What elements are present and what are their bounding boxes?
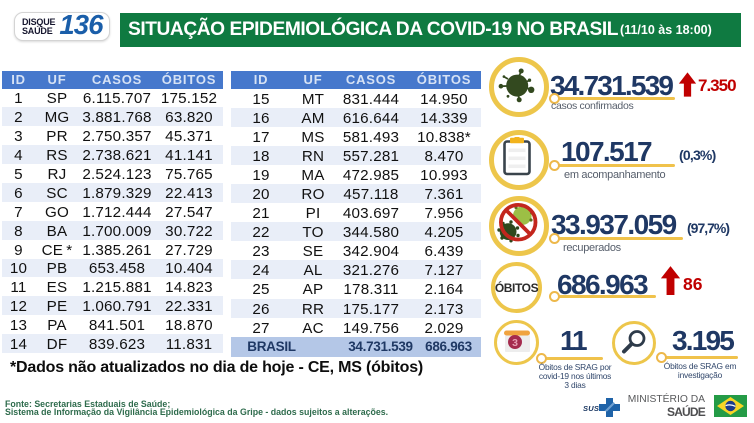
svg-text:3: 3 [512,336,518,348]
